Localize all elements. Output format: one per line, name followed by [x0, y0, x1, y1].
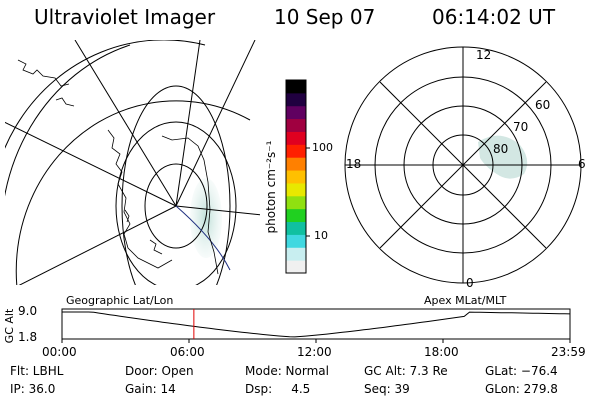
colorbar-band	[286, 170, 306, 184]
time-label: 06:14:02 UT	[432, 5, 556, 29]
instrument-title: Ultraviolet Imager	[34, 5, 216, 29]
x-tick-0000: 00:00	[42, 345, 77, 359]
status-glat: GLat: −76.4	[485, 364, 558, 378]
colorbar-band	[286, 105, 306, 120]
status-ip: IP: 36.0	[10, 382, 56, 396]
status-seq: Seq: 39	[364, 382, 410, 396]
colorbar-band	[286, 80, 306, 94]
x-tick-1800: 18:00	[424, 345, 459, 359]
colorbar-band	[286, 182, 306, 197]
altitude-curve	[62, 311, 571, 338]
colorbar-band	[286, 118, 306, 132]
mlt-label-0: 0	[466, 276, 474, 290]
colorbar-band	[286, 144, 306, 158]
colorbar-band	[286, 234, 306, 248]
colorbar-band	[286, 195, 306, 210]
mlt-label-18: 18	[346, 157, 362, 171]
colorbar-band	[286, 92, 306, 107]
lat-label-70: 70	[513, 120, 529, 134]
alt-tick-1-8: 1.8	[18, 330, 38, 344]
lat-label-80: 80	[493, 142, 509, 156]
mlt-label-12: 12	[476, 48, 492, 62]
colorbar-band	[286, 221, 306, 235]
colorbar-band	[286, 247, 306, 261]
date-label: 10 Sep 07	[274, 5, 376, 29]
status-gc-alt: GC Alt: 7.3 Re	[364, 364, 448, 378]
status-door: Door: Open	[125, 364, 194, 378]
alt-plot-right-label: Apex MLat/MLT	[424, 294, 507, 307]
colorbar-tick-100: 100	[312, 141, 333, 154]
status-gain: Gain: 14	[125, 382, 176, 396]
colorbar-band	[286, 157, 306, 171]
colorbar-band	[286, 260, 306, 274]
status-mode: Mode: Normal	[245, 364, 329, 378]
x-tick-1200: 12:00	[297, 345, 332, 359]
auroral-oval	[478, 135, 528, 179]
status-glon: GLon: 279.8	[485, 382, 558, 396]
lat-label-60: 60	[535, 98, 551, 112]
colorbar-band	[286, 131, 306, 145]
status-filter: Flt: LBHL	[10, 364, 64, 378]
alt-tick-9: 9.0	[18, 304, 38, 318]
alt-plot-left-label: Geographic Lat/Lon	[66, 294, 174, 307]
mlt-label-6: 6	[578, 157, 586, 171]
colorbar-tick-10: 10	[314, 229, 328, 242]
status-dsp: Dsp: 4.5	[245, 382, 311, 396]
x-tick-0600: 06:00	[170, 345, 205, 359]
colorbar-band	[286, 208, 306, 223]
x-tick-2359: 23:59	[551, 345, 586, 359]
